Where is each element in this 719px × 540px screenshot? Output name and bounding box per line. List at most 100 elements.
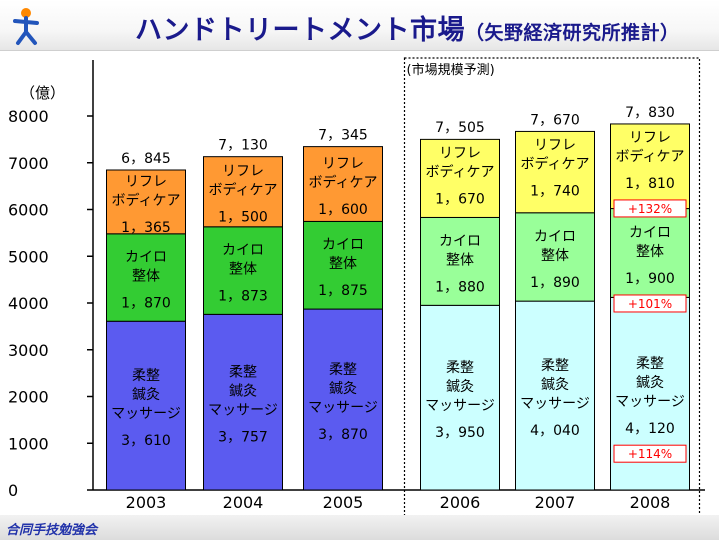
bar-segment xyxy=(106,169,186,235)
segment-value: 4，120 xyxy=(625,421,675,437)
segment-value: 1，600 xyxy=(318,202,368,218)
segment-label: 鍼灸 xyxy=(541,376,569,393)
segment-label: 整体 xyxy=(541,248,569,264)
segment-value: 1，670 xyxy=(435,191,485,207)
bar-segment xyxy=(303,146,383,222)
segment-value: 3，610 xyxy=(121,433,171,449)
segment-label: 整体 xyxy=(636,244,664,260)
segment-label: 柔整 xyxy=(446,360,474,376)
footer-bar xyxy=(0,515,719,540)
footer-label: 合同手技勉強会 xyxy=(6,523,98,538)
segment-value: 1，500 xyxy=(218,210,268,226)
segment-label: リフレ xyxy=(322,156,364,172)
growth-badge-text: +114% xyxy=(628,447,672,461)
segment-label: 鍼灸 xyxy=(132,386,160,403)
segment-label: マッサージ xyxy=(111,406,181,422)
x-tick-label: 2008 xyxy=(630,493,671,512)
segment-label: ボディケア xyxy=(308,174,377,191)
segment-label: 柔整 xyxy=(329,362,357,378)
segment-label: 鍼灸 xyxy=(329,380,357,397)
x-tick-label: 2004 xyxy=(223,493,264,512)
bar-total-label: 7，830 xyxy=(625,105,675,121)
x-tick-label: 2005 xyxy=(323,493,364,512)
segment-label: カイロ xyxy=(629,225,671,241)
growth-badge xyxy=(613,199,687,218)
page-title: ハンドトリートメント市場（矢野経済研究所推計） xyxy=(135,8,680,47)
title-main: ハンドトリートメント市場 xyxy=(135,15,465,46)
bar-total-label: 7，130 xyxy=(218,138,268,154)
bar-total-label: 6，845 xyxy=(121,151,171,167)
bar-total-label: 7，505 xyxy=(435,120,485,136)
segment-value: 1，875 xyxy=(318,283,368,299)
y-tick-label: 8000 xyxy=(8,107,49,126)
segment-label: 整体 xyxy=(446,252,474,268)
segment-label: ボディケア xyxy=(425,163,494,180)
y-tick-label: 7000 xyxy=(8,154,49,173)
bar-segment xyxy=(420,138,500,218)
bar-segment xyxy=(420,304,500,491)
segment-label: ボディケア xyxy=(615,148,684,165)
title-source: （矢野経済研究所推計） xyxy=(465,22,680,44)
y-tick-label: 6000 xyxy=(8,201,49,220)
segment-label: マッサージ xyxy=(520,396,590,412)
segment-value: 1，740 xyxy=(530,183,580,199)
x-tick-label: 2007 xyxy=(535,493,576,512)
bar-segment xyxy=(610,123,690,210)
y-tick-label: 1000 xyxy=(8,434,49,453)
segment-label: マッサージ xyxy=(615,394,685,410)
segment-label: マッサージ xyxy=(425,398,495,414)
segment-label: 鍼灸 xyxy=(229,383,257,400)
segment-label: 柔整 xyxy=(636,356,664,372)
bar-total-label: 7，345 xyxy=(318,128,368,144)
growth-badge xyxy=(613,444,687,463)
bar-segment xyxy=(106,320,186,491)
segment-label: 鍼灸 xyxy=(636,374,664,391)
bar-segment xyxy=(515,300,595,491)
segment-label: カイロ xyxy=(534,229,576,245)
y-tick-label: 0 xyxy=(8,481,18,500)
segment-value: 1，810 xyxy=(625,176,675,192)
segment-value: 1，880 xyxy=(435,279,485,295)
y-tick-label: 5000 xyxy=(8,247,49,266)
bar-segment xyxy=(106,233,186,322)
bar-segment xyxy=(610,208,690,298)
segment-label: リフレ xyxy=(629,130,671,146)
growth-badge-text: +132% xyxy=(628,202,672,216)
person-logo-icon xyxy=(13,8,39,45)
segment-value: 1，873 xyxy=(218,289,268,305)
title-bar: ハンドトリートメント市場（矢野経済研究所推計） xyxy=(0,0,719,51)
forecast-label: (市場規模予測) xyxy=(407,62,495,78)
segment-value: 1，870 xyxy=(121,296,171,312)
segment-value: 1，365 xyxy=(121,220,171,236)
segment-value: 3，950 xyxy=(435,425,485,441)
segment-label: カイロ xyxy=(439,233,481,249)
y-tick-label: 2000 xyxy=(8,388,49,407)
bar-segment xyxy=(515,130,595,214)
segment-label: リフレ xyxy=(125,174,167,190)
segment-label: マッサージ xyxy=(208,403,278,419)
segment-value: 1，890 xyxy=(530,275,580,291)
bar-total-label: 7，670 xyxy=(530,112,580,128)
y-tick-label: 4000 xyxy=(8,294,49,313)
bar-segment xyxy=(203,156,283,228)
y-tick-label: 3000 xyxy=(8,341,49,360)
bar-segment xyxy=(303,308,383,491)
segment-label: リフレ xyxy=(439,145,481,161)
segment-label: カイロ xyxy=(222,243,264,259)
segment-label: リフレ xyxy=(534,137,576,153)
bar-segment xyxy=(303,220,383,310)
segment-label: 柔整 xyxy=(229,365,257,381)
segment-label: 整体 xyxy=(132,269,160,285)
segment-label: カイロ xyxy=(322,237,364,253)
segment-label: ボディケア xyxy=(111,192,180,209)
bar-segment xyxy=(203,226,283,315)
segment-value: 3，757 xyxy=(218,430,268,446)
segment-label: 柔整 xyxy=(541,358,569,374)
x-tick-label: 2003 xyxy=(126,493,167,512)
segment-value: 3，870 xyxy=(318,427,368,443)
segment-label: マッサージ xyxy=(308,400,378,416)
bar-segment xyxy=(515,212,595,302)
segment-label: ボディケア xyxy=(208,182,277,199)
segment-label: 鍼灸 xyxy=(446,378,474,395)
